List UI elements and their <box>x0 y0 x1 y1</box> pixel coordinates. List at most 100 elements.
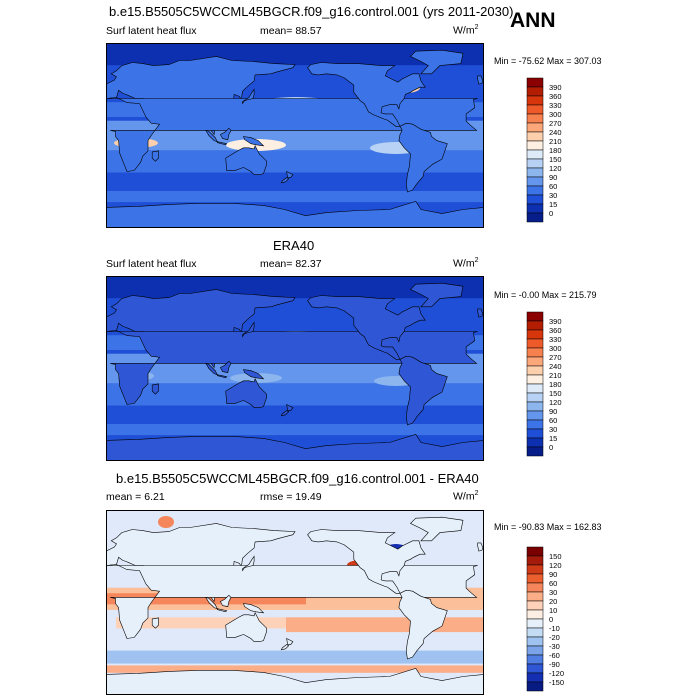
colorbar-tick-label: 90 <box>549 570 557 579</box>
colorbar-swatch <box>526 645 544 656</box>
panel1-variable-label: Surf latent heat flux <box>106 25 197 37</box>
colorbar-swatch <box>526 320 544 331</box>
coastline <box>409 282 464 308</box>
colorbar-swatch <box>526 311 544 322</box>
colorbar-tick-label: 210 <box>549 371 562 380</box>
colorbar-tick-label: 360 <box>549 92 562 101</box>
colorbar-tick-label: 0 <box>549 209 553 218</box>
field-band <box>116 617 286 629</box>
coastline <box>106 433 484 461</box>
colorbar-tick-label: 30 <box>549 588 557 597</box>
colorbar-tick-label: 330 <box>549 101 562 110</box>
coastline <box>219 360 232 373</box>
colorbar-tick-label: 150 <box>549 155 562 164</box>
colorbar-swatch <box>526 383 544 394</box>
coastline <box>398 355 448 426</box>
field-band <box>106 383 484 406</box>
colorbar-swatch <box>526 401 544 412</box>
colorbar-tick-label: -150 <box>549 678 564 687</box>
colorbar-tick-label: 90 <box>549 173 557 182</box>
colorbar-swatch <box>526 347 544 358</box>
panel3-mean-label: mean = 6.21 <box>106 491 165 503</box>
panel2-mean-label: mean= 82.37 <box>260 258 322 270</box>
colorbar-swatch <box>526 663 544 674</box>
colorbar-swatch <box>526 95 544 106</box>
colorbar-swatch <box>526 131 544 142</box>
coastline <box>217 141 228 146</box>
colorbar-swatch <box>526 636 544 647</box>
field-blob <box>158 516 174 528</box>
colorbar-tick-label: 270 <box>549 119 562 128</box>
colorbar-swatch <box>526 194 544 205</box>
colorbar-tick-label: 20 <box>549 597 557 606</box>
panel1-minmax: Min = -75.62 Max = 307.03 <box>494 56 602 66</box>
colorbar-tick-label: -30 <box>549 642 560 651</box>
panel3-minmax: Min = -90.83 Max = 162.83 <box>494 522 602 532</box>
colorbar-swatch <box>526 158 544 169</box>
field-band <box>106 424 484 436</box>
coastline <box>307 529 426 594</box>
colorbar-swatch <box>526 203 544 214</box>
panel2-minmax: Min = -0.00 Max = 215.79 <box>494 290 597 300</box>
colorbar-swatch <box>526 564 544 575</box>
colorbar-swatch <box>526 419 544 430</box>
coastline <box>242 88 255 105</box>
colorbar-tick-label: 0 <box>549 615 553 624</box>
colorbar-tick-label: 210 <box>549 137 562 146</box>
coastline <box>477 75 484 85</box>
colorbar-swatch <box>526 609 544 620</box>
coastline <box>219 594 232 607</box>
coastline <box>225 378 267 408</box>
colorbar-tick-label: 360 <box>549 326 562 335</box>
panel3-map <box>106 510 484 695</box>
colorbar-swatch <box>526 374 544 385</box>
colorbar-swatch <box>526 681 544 692</box>
coastline <box>398 122 448 193</box>
colorbar-tick-label: -90 <box>549 660 560 669</box>
coastline <box>217 608 228 613</box>
colorbar-tick-label: 180 <box>549 146 562 155</box>
colorbar-swatch <box>526 104 544 115</box>
colorbar-swatch <box>526 77 544 88</box>
coastline <box>243 136 265 147</box>
colorbar-tick-label: 390 <box>549 317 562 326</box>
coastline <box>280 644 290 651</box>
colorbar-swatch <box>526 176 544 187</box>
colorbar-tick-label: 30 <box>549 191 557 200</box>
colorbar-swatch <box>526 329 544 340</box>
panel1-mean-label: mean= 88.57 <box>260 25 322 37</box>
colorbar-swatch <box>526 428 544 439</box>
colorbar-swatch <box>526 618 544 629</box>
field-band <box>106 150 484 173</box>
map-frame <box>106 510 484 695</box>
coastline <box>286 170 294 178</box>
coastline <box>398 589 448 660</box>
colorbar-tick-label: 30 <box>549 425 557 434</box>
colorbar-swatch <box>526 591 544 602</box>
panel1-title: b.e15.B5505C5WCCML45BGCR.f09_g16.control… <box>109 4 514 19</box>
coastline <box>243 603 265 614</box>
coastline <box>217 374 228 379</box>
colorbar-tick-label: -120 <box>549 669 564 678</box>
field-band <box>106 191 484 203</box>
colorbar-swatch <box>526 140 544 151</box>
colorbar-swatch <box>526 167 544 178</box>
colorbar-swatch <box>526 546 544 557</box>
panel1-units-label: W/m2 <box>453 24 479 37</box>
coastline <box>307 62 426 127</box>
coastline <box>280 410 290 417</box>
colorbar-tick-label: 300 <box>549 344 562 353</box>
colorbar-tick-label: 120 <box>549 164 562 173</box>
colorbar-swatch <box>526 113 544 124</box>
colorbar-tick-label: 240 <box>549 362 562 371</box>
colorbar-swatch <box>526 410 544 421</box>
colorbar-swatch <box>526 627 544 638</box>
season-label: ANN <box>510 9 556 32</box>
colorbar-swatch <box>526 356 544 367</box>
coastline <box>225 145 267 175</box>
colorbar-tick-label: 120 <box>549 398 562 407</box>
field-band <box>106 665 484 673</box>
colorbar-swatch <box>526 446 544 457</box>
